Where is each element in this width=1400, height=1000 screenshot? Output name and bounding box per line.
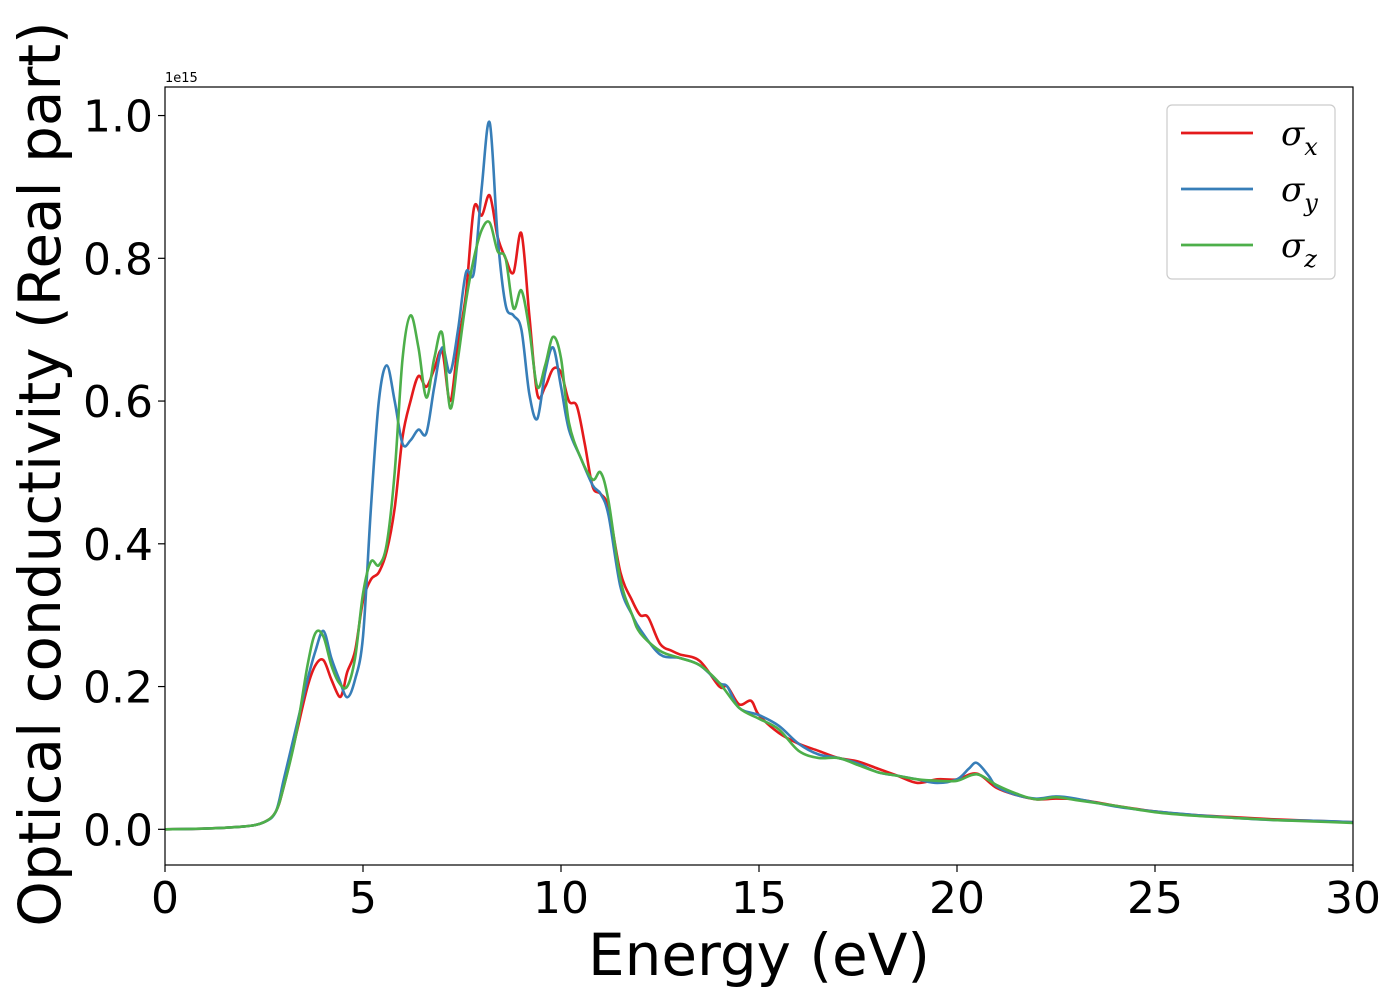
x-tick-label: 15 [731,873,787,924]
legend-box [1166,104,1336,280]
y-tick-label: 0.4 [83,520,153,571]
series-lines-layer [165,120,1353,831]
x-tick-label: 25 [1127,873,1183,924]
x-axis-ticks: 0 5 10 15 20 25 30 [151,865,1381,924]
x-tick-label: 5 [349,873,377,924]
legend-item-y: σy [1181,170,1318,217]
legend-label: σy [1281,170,1318,217]
y-tick-label: 0.8 [83,234,153,285]
y-axis-offset-label: 1e15 [165,71,198,86]
legend-label: σx [1281,114,1318,161]
y-tick-label: 0.6 [83,377,153,428]
legend: σx σy σz [1166,104,1336,280]
series-line-y [165,120,1353,831]
y-tick-label: 1.0 [83,92,153,143]
x-axis-title: Energy (eV) [588,921,930,989]
y-tick-label: 0.2 [83,663,153,714]
legend-item-z: σz [1181,226,1317,273]
x-tick-label: 10 [533,873,589,924]
legend-item-x: σx [1181,114,1318,161]
x-tick-label: 20 [929,873,985,924]
x-tick-label: 0 [151,873,179,924]
series-line-z [165,220,1353,831]
y-tick-label: 0.0 [83,805,153,856]
series-line-x [165,193,1353,831]
y-axis-ticks: 0.0 0.2 0.4 0.6 0.8 1.0 [83,92,165,856]
x-tick-label: 30 [1325,873,1381,924]
y-axis-title: Optical conductivity (Real part) [6,21,74,926]
legend-label: σz [1281,226,1317,273]
